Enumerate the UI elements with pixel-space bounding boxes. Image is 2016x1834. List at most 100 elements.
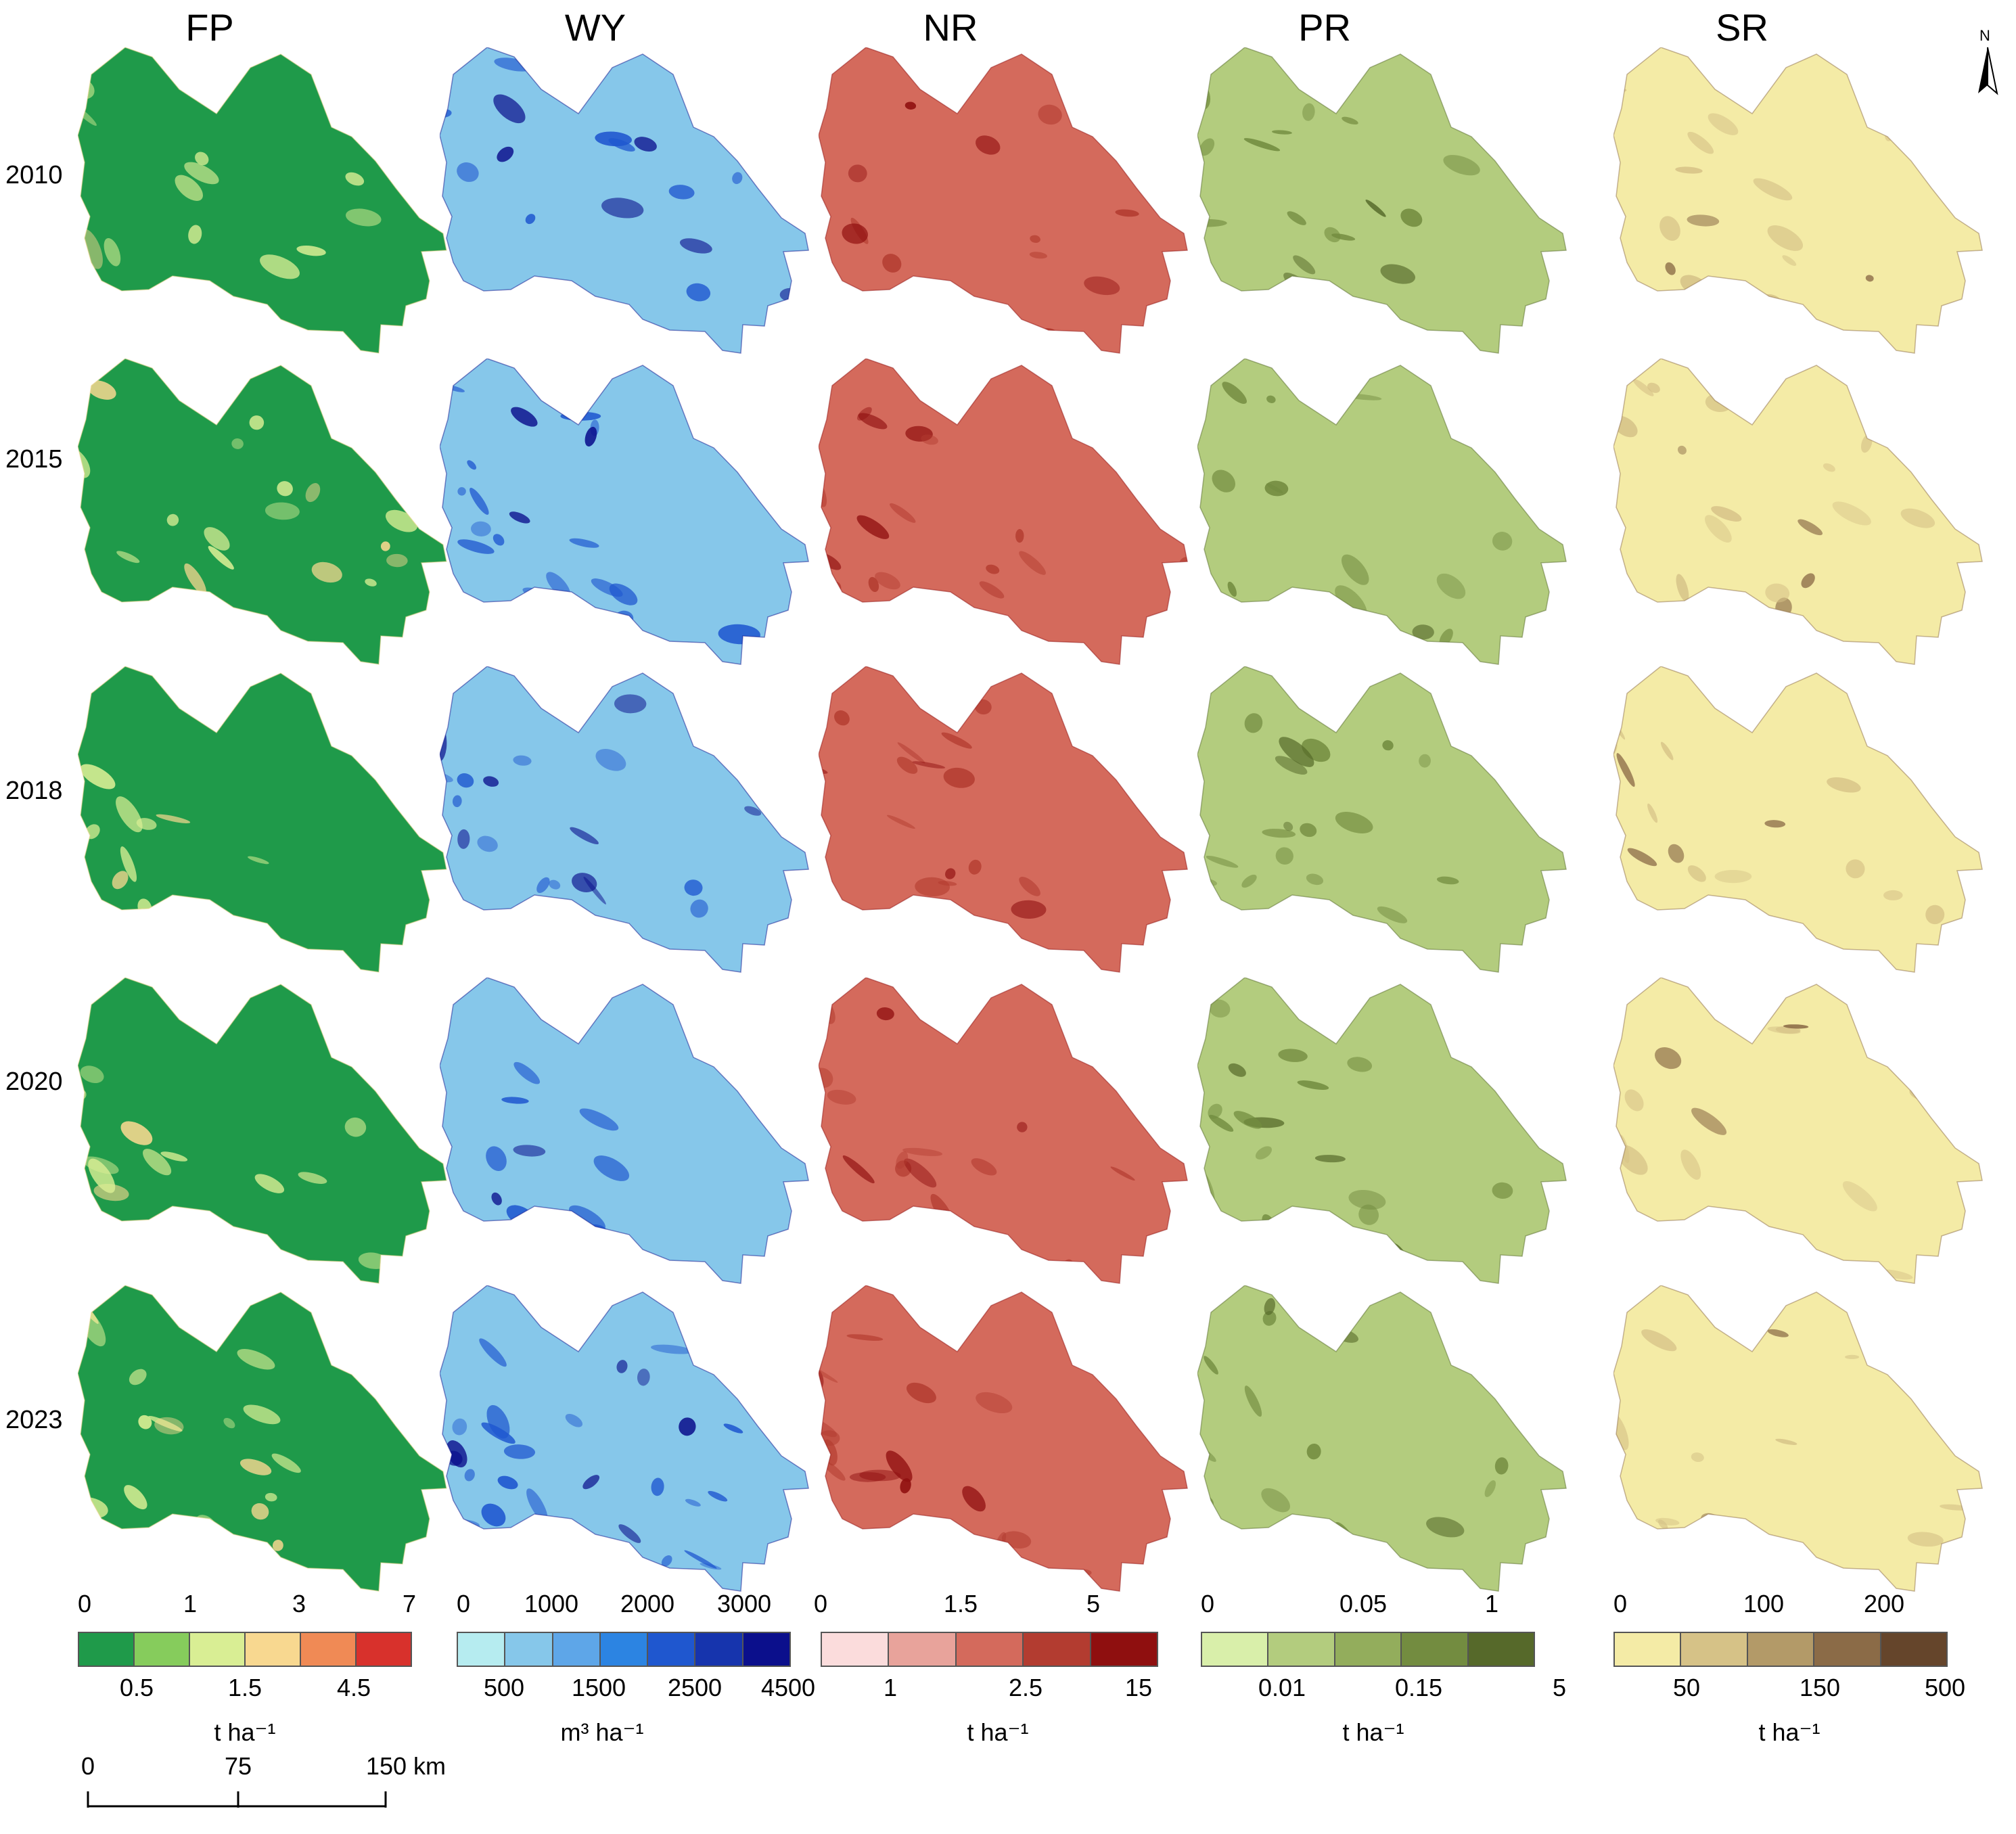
legend-pr-tick: 1: [1484, 1590, 1499, 1618]
column-title-wy: WY: [564, 6, 626, 49]
legend-color-swatch: [822, 1633, 890, 1666]
legend-wy-tick: 1000: [524, 1590, 579, 1618]
legend-sr-tick: 200: [1863, 1590, 1905, 1618]
scale-bar-label: 75: [224, 1752, 252, 1780]
scale-bar-label: 150 km: [365, 1752, 446, 1780]
legend-color-swatch: [1402, 1633, 1469, 1666]
legend-pr-tick: 0.15: [1394, 1674, 1443, 1701]
legend-nr-unit: t ha⁻¹: [967, 1718, 1029, 1746]
legend-pr-tick: 0.05: [1339, 1590, 1388, 1618]
legend-wy-tick: 0: [456, 1590, 471, 1618]
legend-fp-tick: 7: [402, 1590, 417, 1618]
legend-color-swatch: [1091, 1633, 1158, 1666]
legend-sr-tick: 100: [1743, 1590, 1785, 1618]
legend-color-swatch: [1024, 1633, 1091, 1666]
legend-pr-unit: t ha⁻¹: [1342, 1718, 1404, 1746]
legend-color-swatch: [1747, 1633, 1815, 1666]
legend-color-swatch: [1814, 1633, 1881, 1666]
legend-color-swatch: [1202, 1633, 1269, 1666]
legend-sr-tick: 0: [1613, 1590, 1628, 1618]
map-sr-2010: [1613, 47, 1983, 354]
legend-nr-tick: 1.5: [943, 1590, 978, 1618]
legend-fp-unit: t ha⁻¹: [214, 1718, 276, 1746]
legend-nr-tick: 2.5: [1008, 1674, 1043, 1701]
legend-color-swatch: [1268, 1633, 1335, 1666]
year-label-2015: 2015: [5, 445, 63, 474]
legend-sr-tick: 500: [1924, 1674, 1966, 1701]
legend-fp-tick: 0.5: [119, 1674, 154, 1701]
legend-nr-tick: 1: [883, 1674, 898, 1701]
year-label-2010: 2010: [5, 161, 63, 189]
legend-color-swatch: [458, 1633, 506, 1666]
map-sr-2023: [1613, 1285, 1983, 1592]
column-title-sr: SR: [1716, 6, 1768, 49]
year-label-2020: 2020: [5, 1068, 63, 1096]
legend-color-swatch: [743, 1633, 789, 1666]
legend-wy-tick: 2500: [667, 1674, 723, 1701]
legend-color-swatch: [246, 1633, 301, 1666]
legend-nr-tick: 5: [1086, 1590, 1101, 1618]
legend-sr-unit: t ha⁻¹: [1758, 1718, 1820, 1746]
legend-wy-colorbar: [457, 1632, 791, 1667]
map-nr-2018: [819, 666, 1188, 973]
legend-wy-tick: 1500: [571, 1674, 626, 1701]
north-label: N: [1979, 27, 1990, 44]
map-sr-2020: [1613, 978, 1983, 1284]
map-wy-2010: [440, 47, 809, 354]
legend-color-swatch: [1468, 1633, 1534, 1666]
legend-nr-colorbar: [821, 1632, 1158, 1667]
map-wy-2020: [440, 978, 809, 1284]
north-arrow-icon: [1978, 47, 1998, 95]
legend-wy-tick: 4500: [760, 1674, 816, 1701]
legend-fp-tick: 3: [292, 1590, 306, 1618]
legend-fp-tick: 4.5: [336, 1674, 371, 1701]
legend-color-swatch: [600, 1633, 649, 1666]
legend-sr-tick: 150: [1799, 1674, 1841, 1701]
legend-sr-colorbar: [1613, 1632, 1948, 1667]
legend-wy-tick: 2000: [620, 1590, 675, 1618]
legend-fp-colorbar: [78, 1632, 412, 1667]
legend-color-swatch: [889, 1633, 957, 1666]
map-nr-2023: [819, 1285, 1188, 1592]
legend-nr-tick: 15: [1124, 1674, 1153, 1701]
map-pr-2010: [1197, 47, 1567, 354]
legend-color-swatch: [190, 1633, 246, 1666]
legend-color-swatch: [505, 1633, 553, 1666]
legend-pr-tick: 0.01: [1258, 1674, 1306, 1701]
legend-pr-tick: 5: [1552, 1674, 1567, 1701]
legend-wy-unit: m³ ha⁻¹: [560, 1718, 644, 1746]
legend-fp-tick: 1.5: [227, 1674, 262, 1701]
legend-color-swatch: [1881, 1633, 1947, 1666]
legend-color-swatch: [357, 1633, 411, 1666]
legend-fp-tick: 0: [77, 1590, 92, 1618]
legend-nr-tick: 0: [813, 1590, 828, 1618]
map-sr-2018: [1613, 666, 1983, 973]
map-nr-2010: [819, 47, 1188, 354]
map-wy-2023: [440, 1285, 809, 1592]
north-arrow: N: [1974, 27, 2001, 101]
map-wy-2015: [440, 359, 809, 665]
legend-color-swatch: [553, 1633, 601, 1666]
legend-pr-tick: 0: [1200, 1590, 1215, 1618]
map-fp-2018: [78, 666, 447, 973]
map-fp-2015: [78, 359, 447, 665]
map-nr-2015: [819, 359, 1188, 665]
legend-wy-tick: 500: [483, 1674, 525, 1701]
map-nr-2020: [819, 978, 1188, 1284]
year-label-2018: 2018: [5, 777, 63, 805]
map-wy-2018: [440, 666, 809, 973]
scale-bar: 0 75 150 km: [68, 1752, 446, 1827]
column-title-nr: NR: [923, 6, 978, 49]
legend-color-swatch: [135, 1633, 190, 1666]
map-fp-2023: [78, 1285, 447, 1592]
legend-pr-colorbar: [1201, 1632, 1535, 1667]
column-title-fp: FP: [185, 6, 234, 49]
year-label-2023: 2023: [5, 1406, 63, 1434]
column-title-pr: PR: [1298, 6, 1351, 49]
legend-color-swatch: [956, 1633, 1024, 1666]
legend-color-swatch: [1615, 1633, 1682, 1666]
legend-sr-tick: 50: [1672, 1674, 1701, 1701]
legend-color-swatch: [648, 1633, 696, 1666]
map-pr-2015: [1197, 359, 1567, 665]
map-pr-2023: [1197, 1285, 1567, 1592]
